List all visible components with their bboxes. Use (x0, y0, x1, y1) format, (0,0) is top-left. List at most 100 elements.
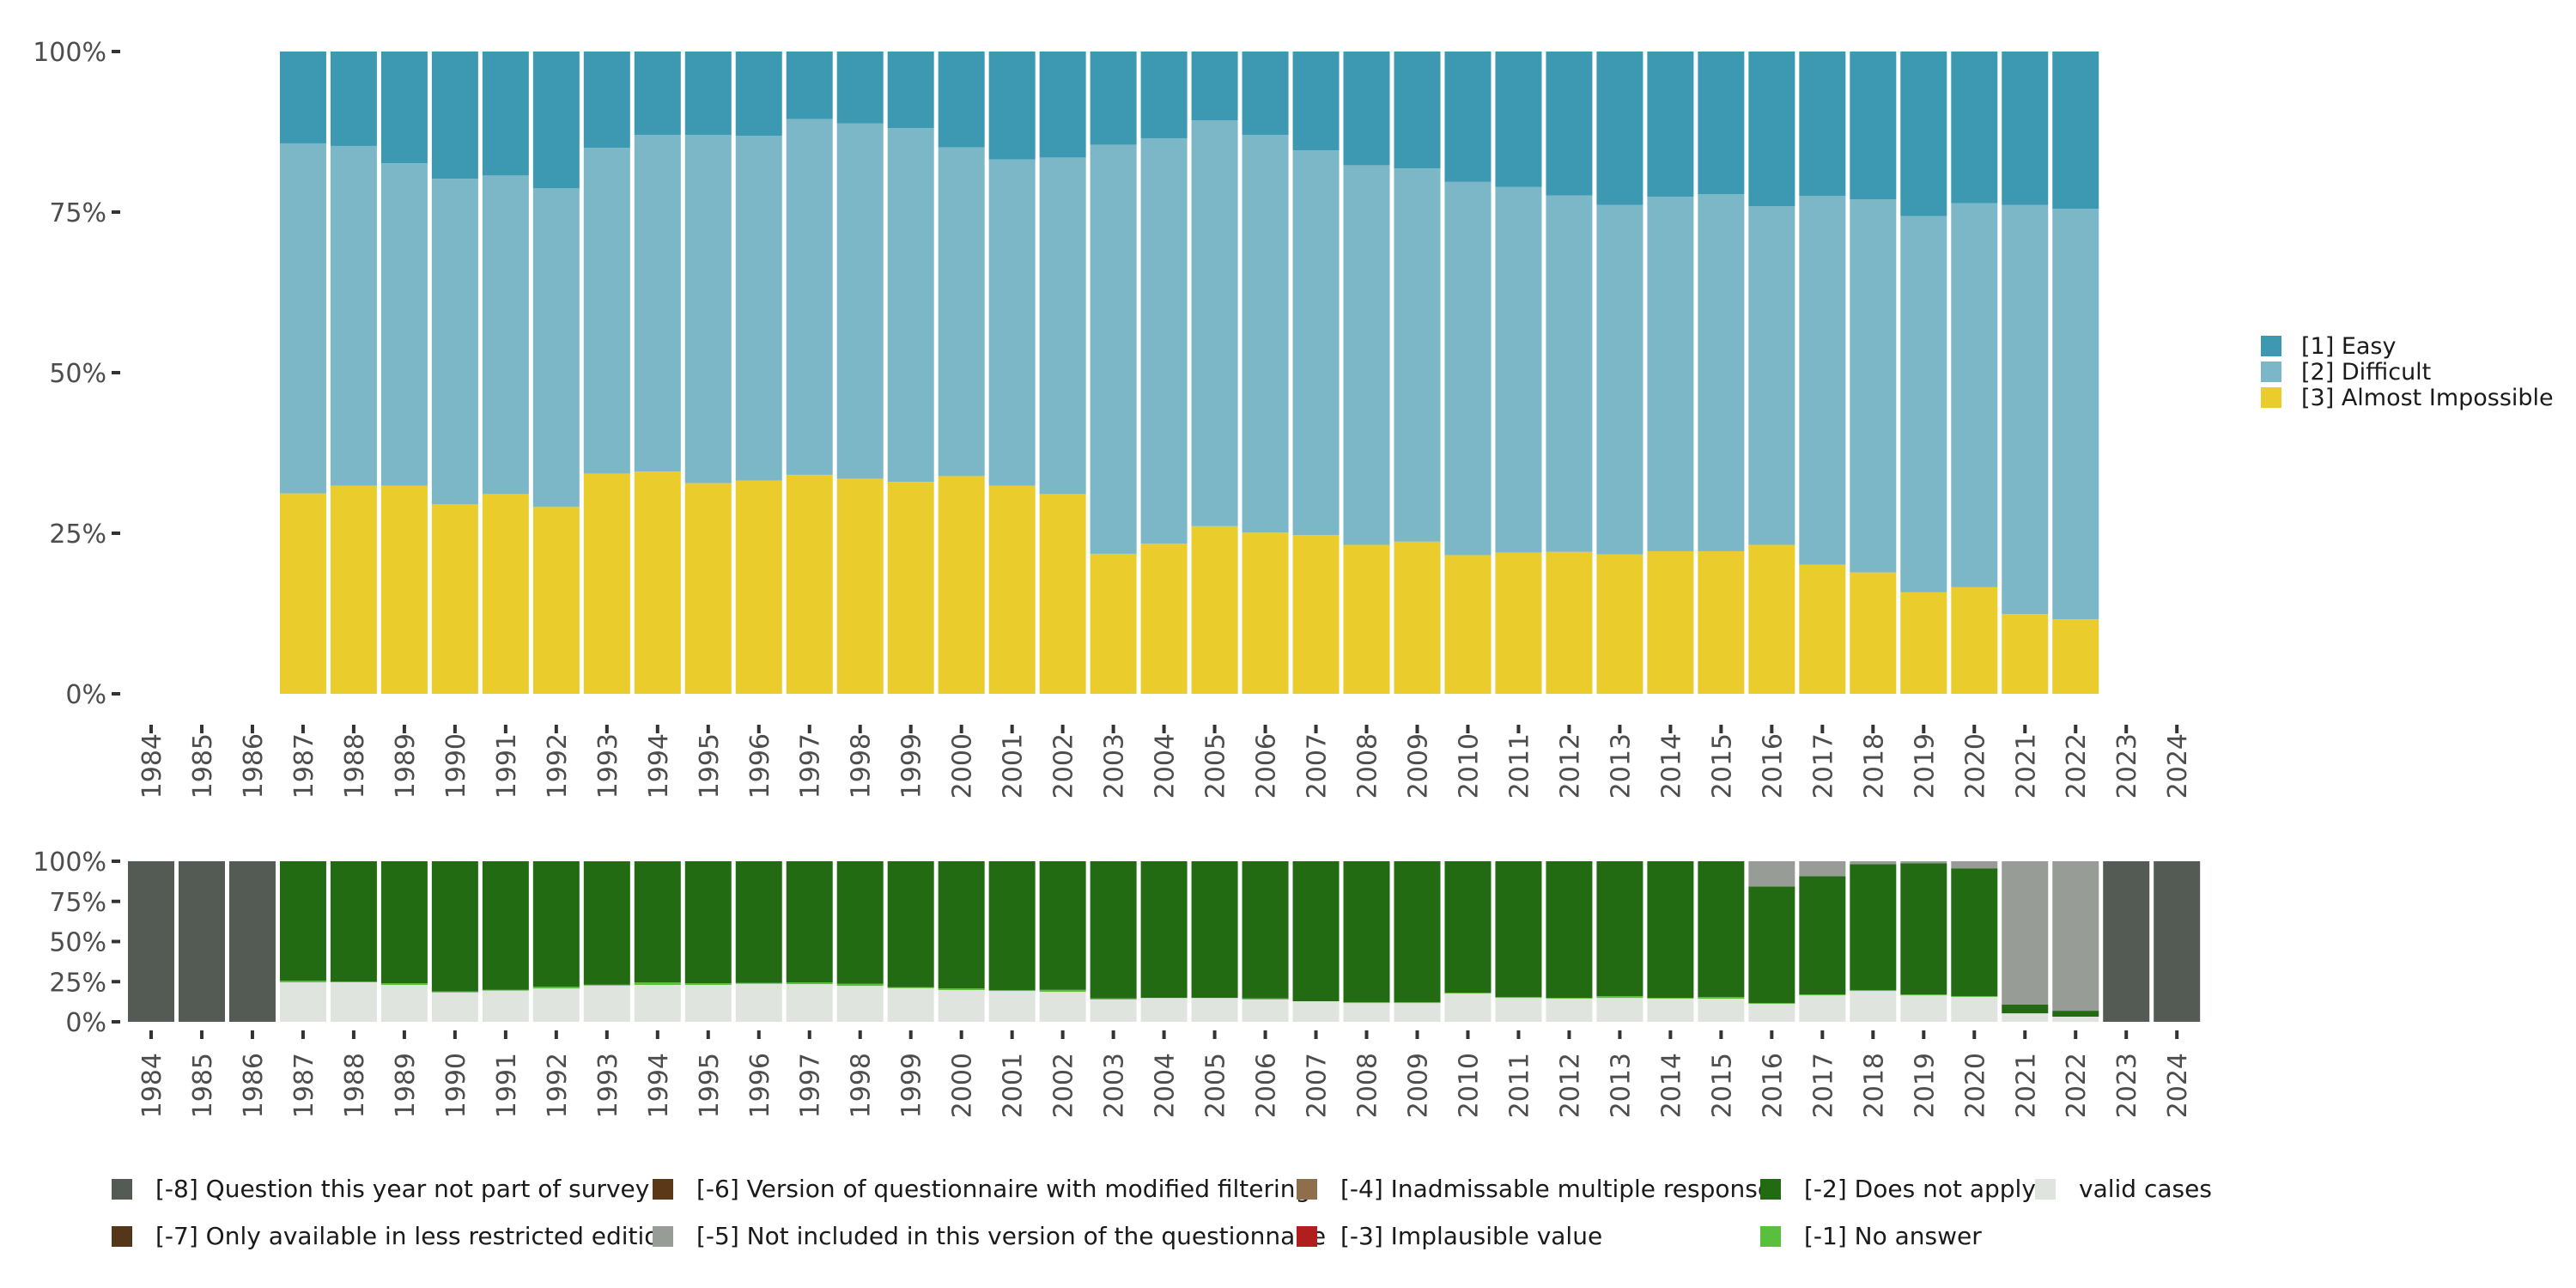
bar-segment-1-easy-1992 (532, 52, 580, 189)
bar-segment-1-easy-2009 (1394, 52, 1441, 169)
y-tick-label: 50% (49, 928, 106, 958)
bar-segment-3-almost-impossible-2015 (1698, 550, 1745, 694)
y-tick-label: 25% (49, 519, 106, 550)
bar-segment-valid-cases-1993 (583, 985, 630, 1022)
bar-segment-2-does-not-apply-2015 (1698, 861, 1745, 998)
bar-segment-2-does-not-apply-2004 (1140, 861, 1188, 999)
legend-swatch-7-only-available-in-less-restricted-edition (112, 1226, 132, 1247)
y-tick-label: 75% (49, 888, 106, 918)
bar-segment-1-easy-1987 (279, 52, 326, 143)
bar-segment-valid-cases-2019 (1900, 995, 1947, 1022)
bar-segment-3-implausible-value-1993 (583, 861, 630, 862)
bar-segment-2-does-not-apply-1988 (330, 861, 377, 982)
bar-segment-1-no-answer-1990 (431, 991, 478, 993)
x-tick-label: 2000 (948, 733, 978, 799)
legend-label: [-3] Implausible value (1340, 1222, 1602, 1250)
bar-segment-3-almost-impossible-1990 (431, 504, 478, 694)
bar-segment-valid-cases-1990 (431, 992, 478, 1022)
bar-segment-valid-cases-2007 (1292, 1001, 1340, 1022)
bar-segment-2-difficult-2017 (1799, 196, 1846, 565)
bar-segment-2-difficult-1993 (583, 148, 630, 474)
legend-label: [-8] Question this year not part of surv… (155, 1175, 649, 1203)
bar-segment-2-difficult-1992 (532, 188, 580, 507)
x-tick-label: 2020 (1960, 733, 1990, 799)
bar-segment-1-easy-2008 (1343, 52, 1390, 166)
bar-segment-1-easy-2012 (1546, 52, 1593, 196)
bar-segment-1-easy-2011 (1495, 52, 1542, 187)
bar-segment-3-almost-impossible-2016 (1748, 544, 1795, 694)
bar-segment-2-does-not-apply-2014 (1647, 861, 1694, 999)
bar-segment-1-easy-1998 (836, 52, 884, 124)
bar-segment-2-difficult-2005 (1191, 120, 1238, 526)
bar-segment-1-easy-2016 (1748, 52, 1795, 207)
x-tick-label: 2023 (2112, 733, 2142, 799)
bar-segment-1-no-answer-1988 (330, 981, 377, 982)
bar-segment-valid-cases-2011 (1495, 998, 1542, 1022)
x-tick-label: 2018 (1859, 1053, 1889, 1118)
x-tick-label: 1987 (289, 1053, 319, 1118)
bar-segment-valid-cases-2001 (988, 991, 1036, 1022)
bar-segment-2-does-not-apply-2013 (1596, 861, 1643, 997)
bar-segment-2-difficult-1995 (684, 135, 732, 483)
bar-segment-8-question-this-year-not-part-of-survey-2023 (2103, 861, 2150, 1022)
bar-segment-2-difficult-1996 (735, 135, 782, 481)
y-tick-label: 25% (49, 968, 106, 998)
bar-segment-3-almost-impossible-2018 (1850, 572, 1897, 694)
x-tick-label: 2016 (1758, 1053, 1788, 1118)
bar-segment-2-difficult-1990 (431, 179, 478, 505)
bar-segment-5-not-included-in-this-version-of-the-questionnaire-2019 (1900, 861, 1947, 864)
x-tick-label: 2024 (2163, 733, 2193, 799)
bar-segment-1-no-answer-1992 (532, 987, 580, 989)
x-tick-label: 1985 (188, 733, 218, 799)
bar-segment-1-no-answer-1989 (380, 983, 428, 985)
top-chart: 0% 25% 50% 75% 100% 1984 1985 1986 1987 1988 1989 1… (33, 38, 2193, 799)
x-tick-label: 2006 (1252, 733, 1282, 799)
x-tick-label: 1992 (543, 733, 573, 799)
x-tick-label: 2015 (1707, 1053, 1737, 1118)
bar-segment-3-almost-impossible-1992 (532, 507, 580, 694)
x-tick-label: 1986 (239, 733, 269, 799)
legend-swatch-4-inadmissable-multiple-response (1297, 1179, 1317, 1200)
bar-segment-1-easy-2015 (1698, 52, 1745, 195)
bar-segment-3-almost-impossible-2003 (1090, 553, 1137, 694)
legend-swatch-valid-cases (2035, 1179, 2056, 1200)
bar-segment-2-does-not-apply-2008 (1343, 861, 1390, 1002)
bar-segment-1-easy-1988 (330, 52, 377, 146)
x-tick-label: 2001 (999, 733, 1029, 799)
x-tick-label: 1988 (340, 1053, 370, 1118)
bar-segment-2-does-not-apply-2016 (1748, 886, 1795, 1004)
x-tick-label: 2012 (1555, 1053, 1585, 1118)
bar-segment-valid-cases-2008 (1343, 1003, 1390, 1022)
x-tick-label: 2020 (1960, 1053, 1990, 1118)
bar-segment-2-does-not-apply-2018 (1850, 864, 1897, 990)
x-tick-label: 2007 (1303, 1053, 1333, 1118)
bar-segment-1-easy-2000 (938, 52, 985, 148)
legend-label: [1] Easy (2301, 333, 2397, 360)
legend-swatch-5-not-included-in-this-version-of-the-questionnaire (653, 1226, 673, 1247)
bar-segment-2-does-not-apply-1994 (634, 861, 681, 982)
bar-segment-3-almost-impossible-1997 (786, 474, 833, 694)
bar-segment-valid-cases-2004 (1140, 998, 1188, 1022)
bar-segment-1-no-answer-2020 (1951, 996, 1998, 998)
bar-segment-2-does-not-apply-2001 (988, 861, 1036, 990)
x-tick-label: 1990 (441, 1053, 471, 1118)
bar-segment-2-does-not-apply-1996 (735, 861, 782, 983)
legend-label: [-5] Not included in this version of the… (696, 1222, 1326, 1250)
x-tick-label: 2011 (1504, 1053, 1534, 1118)
x-tick-label: 1987 (289, 733, 319, 799)
bar-segment-2-difficult-2018 (1850, 199, 1897, 573)
x-tick-label: 2008 (1353, 1053, 1383, 1118)
x-tick-label: 1995 (695, 733, 725, 799)
bar-segment-1-no-answer-2015 (1698, 997, 1745, 999)
bar-segment-1-no-answer-1991 (482, 989, 529, 991)
bar-segment-3-almost-impossible-1994 (634, 471, 681, 694)
bar-segment-1-no-answer-2002 (1039, 989, 1086, 993)
bar-segment-valid-cases-2016 (1748, 1004, 1795, 1022)
x-tick-label: 2023 (2112, 1053, 2142, 1118)
bar-segment-2-does-not-apply-2005 (1191, 861, 1238, 999)
bottom-legend: [-8] Question this year not part of surv… (112, 1175, 2212, 1250)
x-tick-label: 1997 (796, 733, 826, 799)
x-tick-label: 2013 (1606, 733, 1636, 799)
legend-label: [2] Difficult (2301, 359, 2431, 386)
